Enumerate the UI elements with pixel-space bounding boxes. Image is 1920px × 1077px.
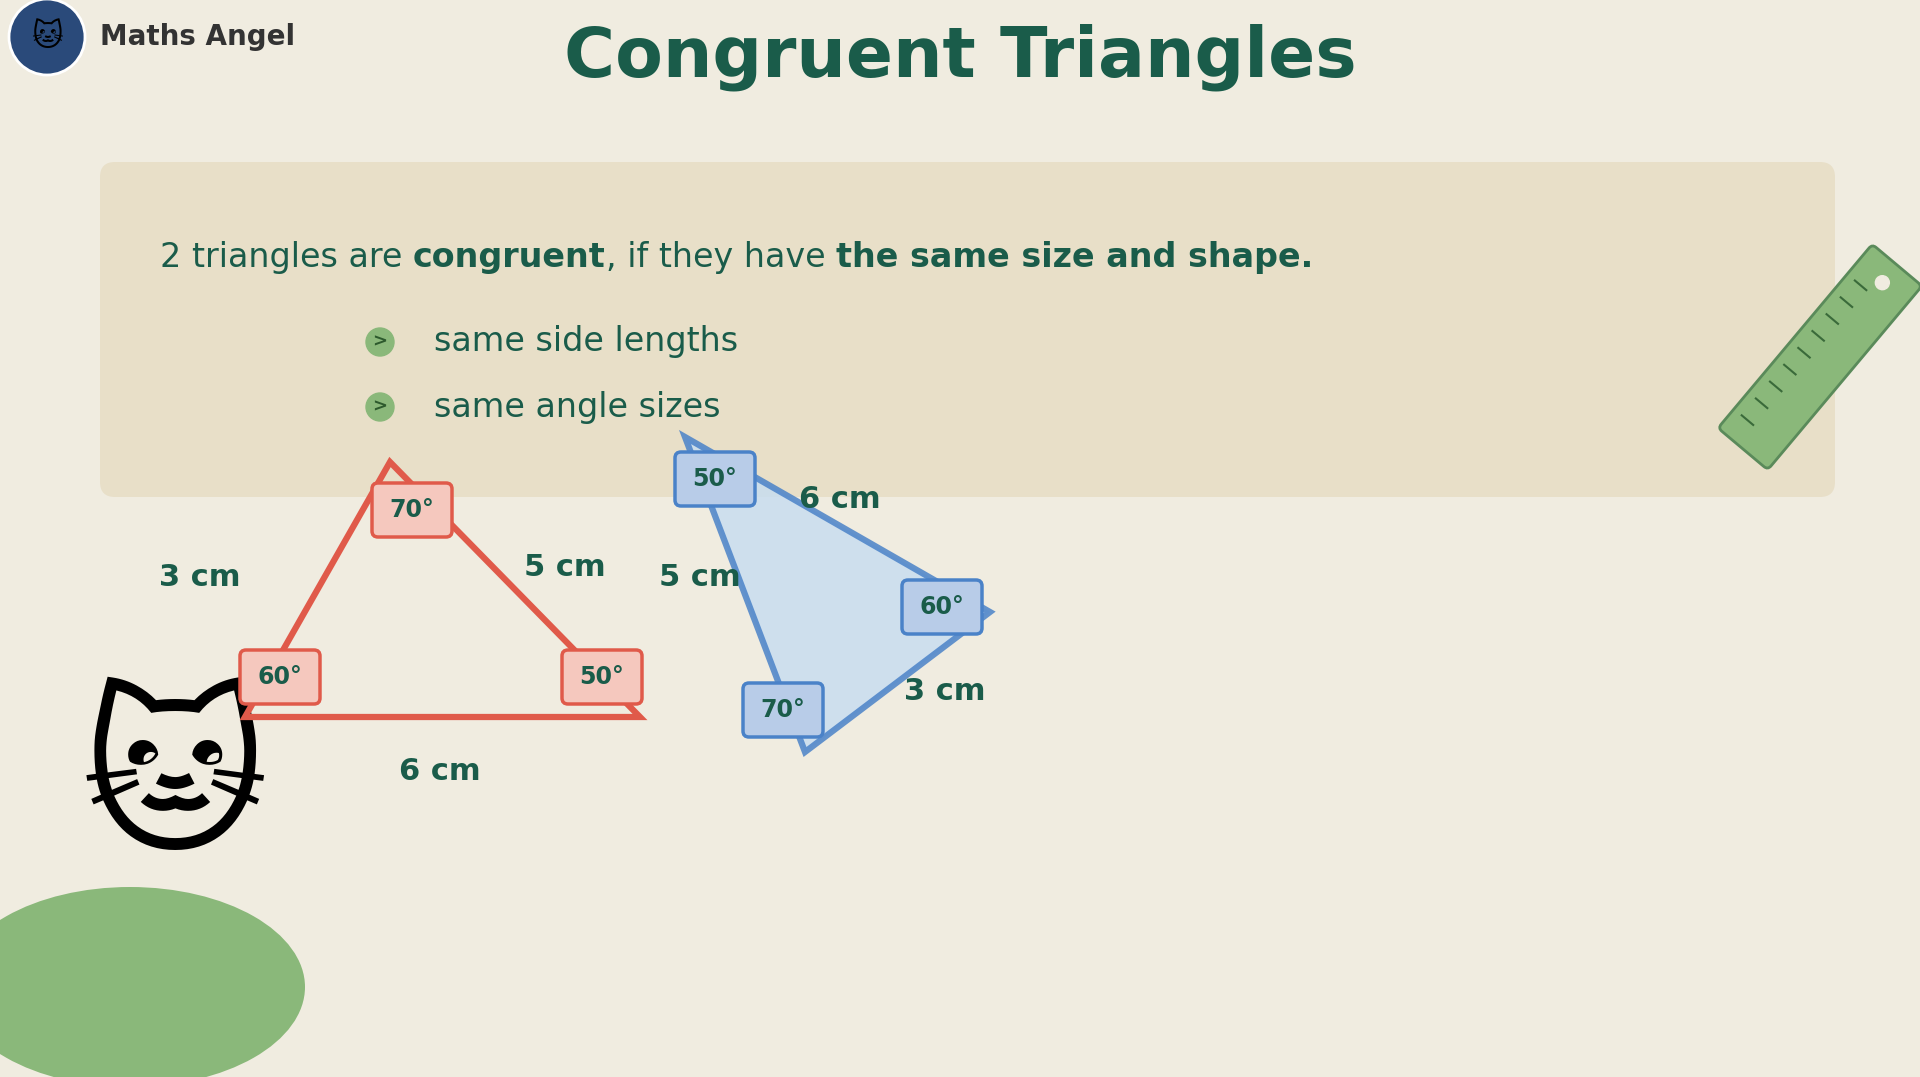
FancyBboxPatch shape: [676, 452, 755, 506]
Text: 60°: 60°: [257, 665, 303, 689]
Text: same side lengths: same side lengths: [434, 325, 737, 359]
Text: 60°: 60°: [920, 595, 964, 619]
Text: 6 cm: 6 cm: [799, 485, 881, 514]
Text: 2 triangles are: 2 triangles are: [159, 240, 413, 274]
FancyBboxPatch shape: [902, 581, 981, 634]
FancyBboxPatch shape: [743, 683, 824, 737]
Text: Congruent Triangles: Congruent Triangles: [564, 24, 1356, 90]
Text: 70°: 70°: [760, 698, 804, 722]
Text: >: >: [372, 398, 388, 416]
Text: 5 cm: 5 cm: [524, 553, 607, 582]
Circle shape: [1876, 276, 1889, 290]
Text: Maths Angel: Maths Angel: [100, 23, 296, 51]
Text: >: >: [372, 333, 388, 351]
Text: 5 cm: 5 cm: [659, 562, 741, 591]
Text: 3 cm: 3 cm: [159, 562, 240, 591]
Text: 🐱: 🐱: [31, 22, 63, 52]
Ellipse shape: [0, 887, 305, 1077]
Text: 6 cm: 6 cm: [399, 757, 480, 786]
Circle shape: [367, 393, 394, 421]
Text: 3 cm: 3 cm: [904, 677, 985, 707]
Text: , if they have: , if they have: [605, 240, 835, 274]
FancyBboxPatch shape: [100, 162, 1836, 496]
Circle shape: [367, 328, 394, 356]
FancyBboxPatch shape: [240, 651, 321, 704]
FancyBboxPatch shape: [372, 482, 451, 537]
Polygon shape: [685, 437, 991, 752]
Text: 50°: 50°: [693, 467, 737, 491]
Text: 50°: 50°: [580, 665, 624, 689]
Text: same angle sizes: same angle sizes: [434, 391, 720, 423]
Text: 🐱: 🐱: [81, 699, 269, 875]
FancyBboxPatch shape: [563, 651, 641, 704]
FancyBboxPatch shape: [1720, 246, 1920, 468]
Circle shape: [10, 0, 84, 75]
Text: 70°: 70°: [390, 498, 434, 522]
Text: congruent: congruent: [413, 240, 605, 274]
Text: the same size and shape.: the same size and shape.: [835, 240, 1313, 274]
